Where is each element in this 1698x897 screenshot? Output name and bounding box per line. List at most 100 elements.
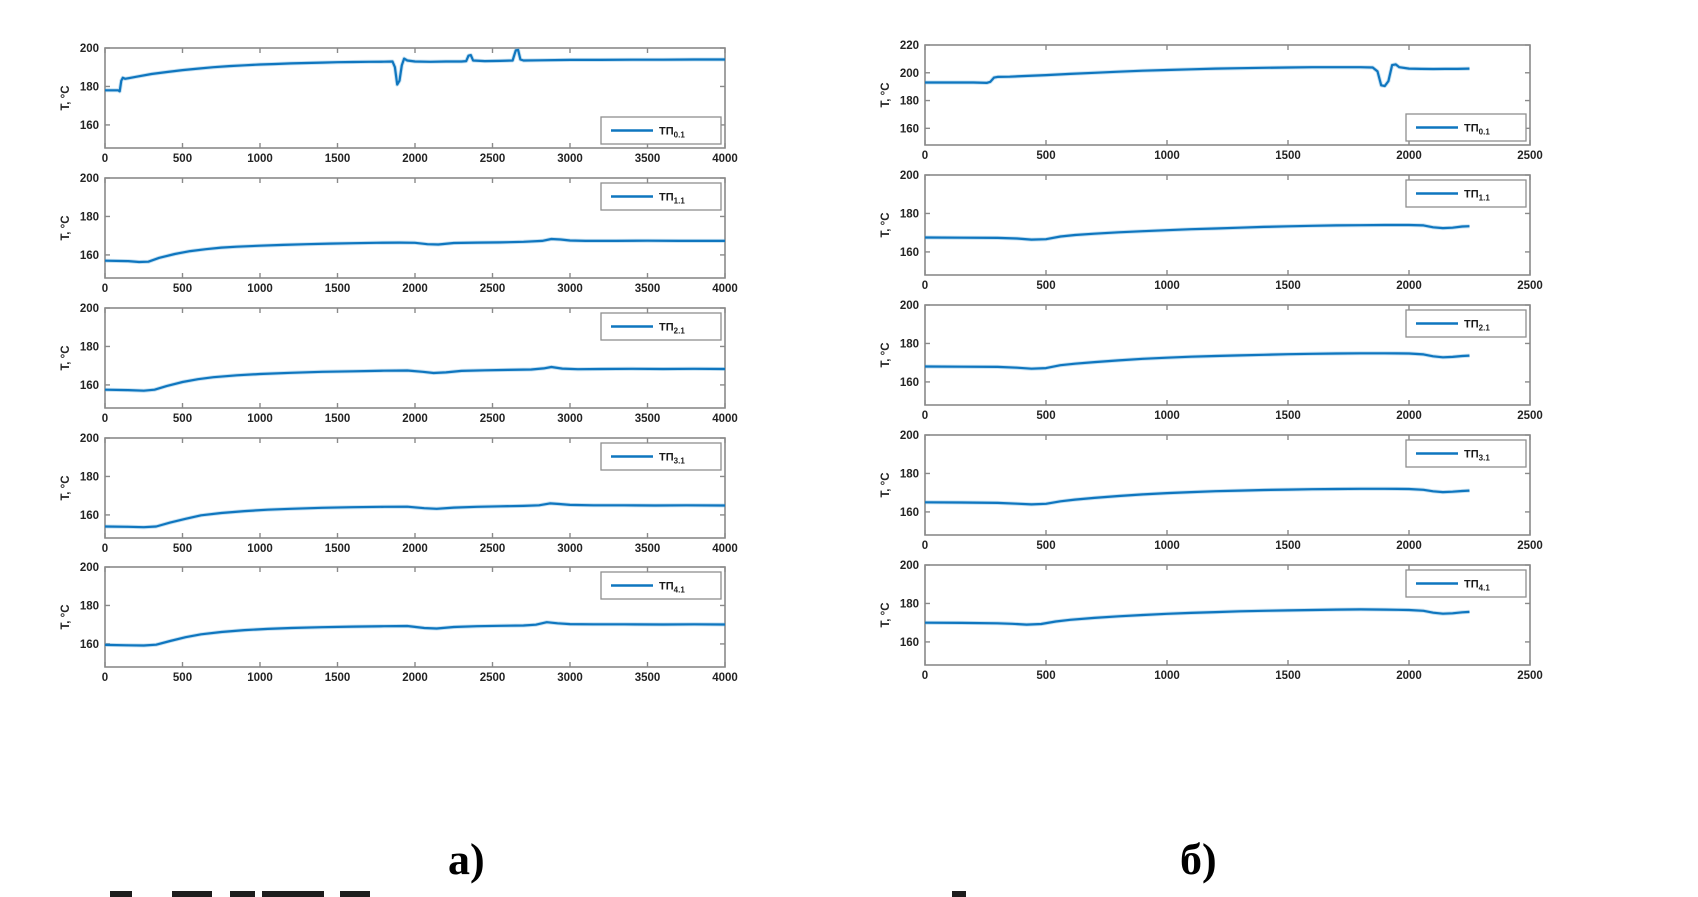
x-tick-label: 2000 <box>1396 670 1422 682</box>
y-tick-label: 180 <box>80 81 99 93</box>
y-axis-label: T, °C <box>60 345 72 370</box>
x-tick-label: 500 <box>1036 410 1055 422</box>
temperature-line <box>104 502 726 529</box>
x-tick-label: 2500 <box>1517 410 1543 422</box>
temperature-line <box>104 621 726 647</box>
x-tick-label: 1000 <box>247 413 273 425</box>
x-tick-label: 0 <box>922 410 928 422</box>
x-tick-label: 3500 <box>635 283 661 295</box>
y-axis-label: T, °C <box>880 82 892 107</box>
y-tick-label: 180 <box>900 96 919 108</box>
x-tick-label: 0 <box>102 672 108 684</box>
panel-caption-b: б) <box>1180 835 1217 884</box>
x-tick-label: 0 <box>922 280 928 292</box>
x-tick-label: 3500 <box>635 543 661 555</box>
y-axis-label: T, °C <box>60 215 72 240</box>
x-tick-label: 2000 <box>402 672 428 684</box>
x-tick-label: 500 <box>1036 280 1055 292</box>
x-tick-label: 500 <box>1036 150 1055 162</box>
chart-tp2-1-panel-a: 0 500 1000 1500 2000 2500 3000 3500 4000 160 180 20… <box>57 302 738 426</box>
y-tick-label: 180 <box>80 471 99 483</box>
y-tick-label: 160 <box>900 247 919 259</box>
x-tick-label: 0 <box>102 413 108 425</box>
y-tick-label: 180 <box>900 338 919 350</box>
y-axis-label: T, °C <box>880 472 892 497</box>
legend: ТП2.1 <box>600 312 722 341</box>
y-tick-label: 200 <box>80 303 99 315</box>
panel-caption-a: а) <box>448 835 485 884</box>
y-tick-label: 160 <box>900 507 919 519</box>
y-tick-label: 160 <box>900 123 919 135</box>
y-tick-label: 180 <box>80 341 99 353</box>
legend: ТП0.1 <box>600 116 722 145</box>
x-tick-label: 2000 <box>1396 540 1422 552</box>
x-tick-label: 500 <box>173 672 192 684</box>
x-tick-label: 3000 <box>557 153 583 165</box>
x-tick-label: 1000 <box>1154 280 1180 292</box>
y-tick-label: 160 <box>80 510 99 522</box>
legend: ТП3.1 <box>1405 439 1527 468</box>
x-tick-label: 4000 <box>712 153 738 165</box>
x-tick-label: 3500 <box>635 413 661 425</box>
x-tick-label: 2000 <box>1396 150 1422 162</box>
legend: ТП4.1 <box>1405 569 1527 598</box>
y-axis-label: T, °C <box>60 604 72 629</box>
x-tick-label: 1500 <box>325 543 351 555</box>
y-tick-label: 180 <box>80 211 99 223</box>
y-axis-label: T, °C <box>880 602 892 627</box>
clipped-text-fragment <box>110 891 132 897</box>
chart-tp0-1-panel-b: 0 500 1000 1500 2000 2500 160 180 200 220 T, °C ТП0… <box>877 39 1543 163</box>
x-tick-label: 1000 <box>247 283 273 295</box>
y-axis-label: T, °C <box>880 212 892 237</box>
y-tick-label: 200 <box>80 173 99 185</box>
x-tick-label: 1500 <box>325 153 351 165</box>
x-tick-label: 3000 <box>557 283 583 295</box>
x-tick-label: 1000 <box>1154 670 1180 682</box>
x-tick-label: 1500 <box>1275 150 1301 162</box>
x-tick-label: 2000 <box>1396 280 1422 292</box>
x-tick-label: 3500 <box>635 672 661 684</box>
x-tick-label: 4000 <box>712 283 738 295</box>
x-tick-label: 1500 <box>325 413 351 425</box>
x-tick-label: 1500 <box>1275 280 1301 292</box>
x-tick-label: 1000 <box>247 672 273 684</box>
x-tick-label: 2500 <box>480 153 506 165</box>
x-tick-label: 500 <box>173 283 192 295</box>
x-tick-label: 1000 <box>1154 150 1180 162</box>
legend: ТП1.1 <box>600 182 722 211</box>
clipped-text-fragment <box>262 891 324 897</box>
x-tick-label: 500 <box>1036 670 1055 682</box>
x-tick-label: 0 <box>102 543 108 555</box>
x-tick-label: 500 <box>1036 540 1055 552</box>
y-tick-label: 200 <box>80 433 99 445</box>
x-tick-label: 500 <box>173 543 192 555</box>
x-tick-label: 3000 <box>557 672 583 684</box>
temperature-line <box>925 63 1470 88</box>
y-tick-label: 180 <box>900 208 919 220</box>
x-tick-label: 2500 <box>1517 280 1543 292</box>
clipped-text-fragment <box>172 891 212 897</box>
y-tick-label: 160 <box>80 639 99 651</box>
y-tick-label: 180 <box>900 598 919 610</box>
temperature-line <box>104 237 725 264</box>
x-tick-label: 2000 <box>402 283 428 295</box>
x-tick-label: 4000 <box>712 413 738 425</box>
x-tick-label: 500 <box>173 153 192 165</box>
chart-tp1-1-panel-a: 0 500 1000 1500 2000 2500 3000 3500 4000 160 180 20… <box>57 172 738 296</box>
x-tick-label: 1000 <box>1154 540 1180 552</box>
y-tick-label: 200 <box>80 562 99 574</box>
x-tick-label: 0 <box>922 540 928 552</box>
y-axis-label: T, °C <box>60 85 72 110</box>
x-tick-label: 1000 <box>1154 410 1180 422</box>
x-tick-label: 3000 <box>557 543 583 555</box>
x-tick-label: 0 <box>922 670 928 682</box>
x-tick-label: 2500 <box>1517 670 1543 682</box>
y-tick-label: 180 <box>80 600 99 612</box>
x-tick-label: 2500 <box>1517 540 1543 552</box>
x-tick-label: 0 <box>102 153 108 165</box>
temperature-line <box>924 608 1470 626</box>
y-tick-label: 200 <box>900 170 919 182</box>
x-tick-label: 0 <box>102 283 108 295</box>
y-tick-label: 220 <box>900 40 919 52</box>
